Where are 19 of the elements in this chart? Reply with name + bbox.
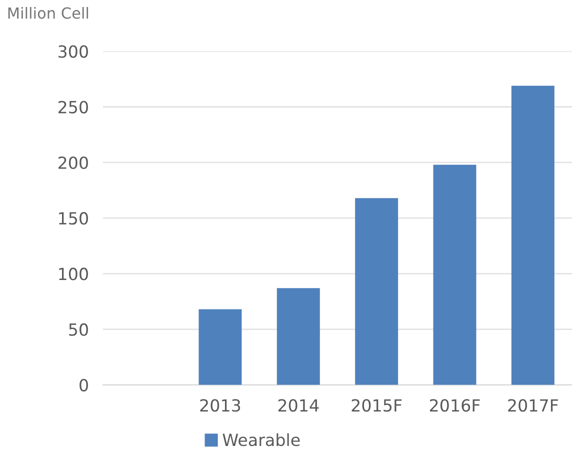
x-tick-label: 2014 — [278, 399, 319, 412]
y-axis-title: Million Cell — [8, 6, 88, 19]
bar — [511, 86, 554, 385]
y-tick-label: 250 — [58, 100, 88, 114]
bar — [276, 288, 320, 385]
y-tick-label: 150 — [59, 212, 88, 225]
bar — [198, 309, 242, 385]
y-tick-label: 200 — [58, 156, 88, 170]
x-tick-label: 2015F — [352, 399, 402, 412]
bar — [433, 164, 476, 385]
y-tick-label: 300 — [58, 45, 88, 58]
x-tick-label: 2016F — [430, 399, 480, 412]
x-tick-label: 2017F — [508, 399, 558, 412]
y-tick-label: 100 — [59, 268, 88, 280]
legend-label: Wearable — [222, 433, 300, 446]
y-tick-label: 0 — [80, 378, 88, 392]
y-tick-label: 50 — [69, 323, 88, 336]
bar — [355, 198, 398, 385]
x-tick-label: 2013 — [200, 399, 240, 412]
